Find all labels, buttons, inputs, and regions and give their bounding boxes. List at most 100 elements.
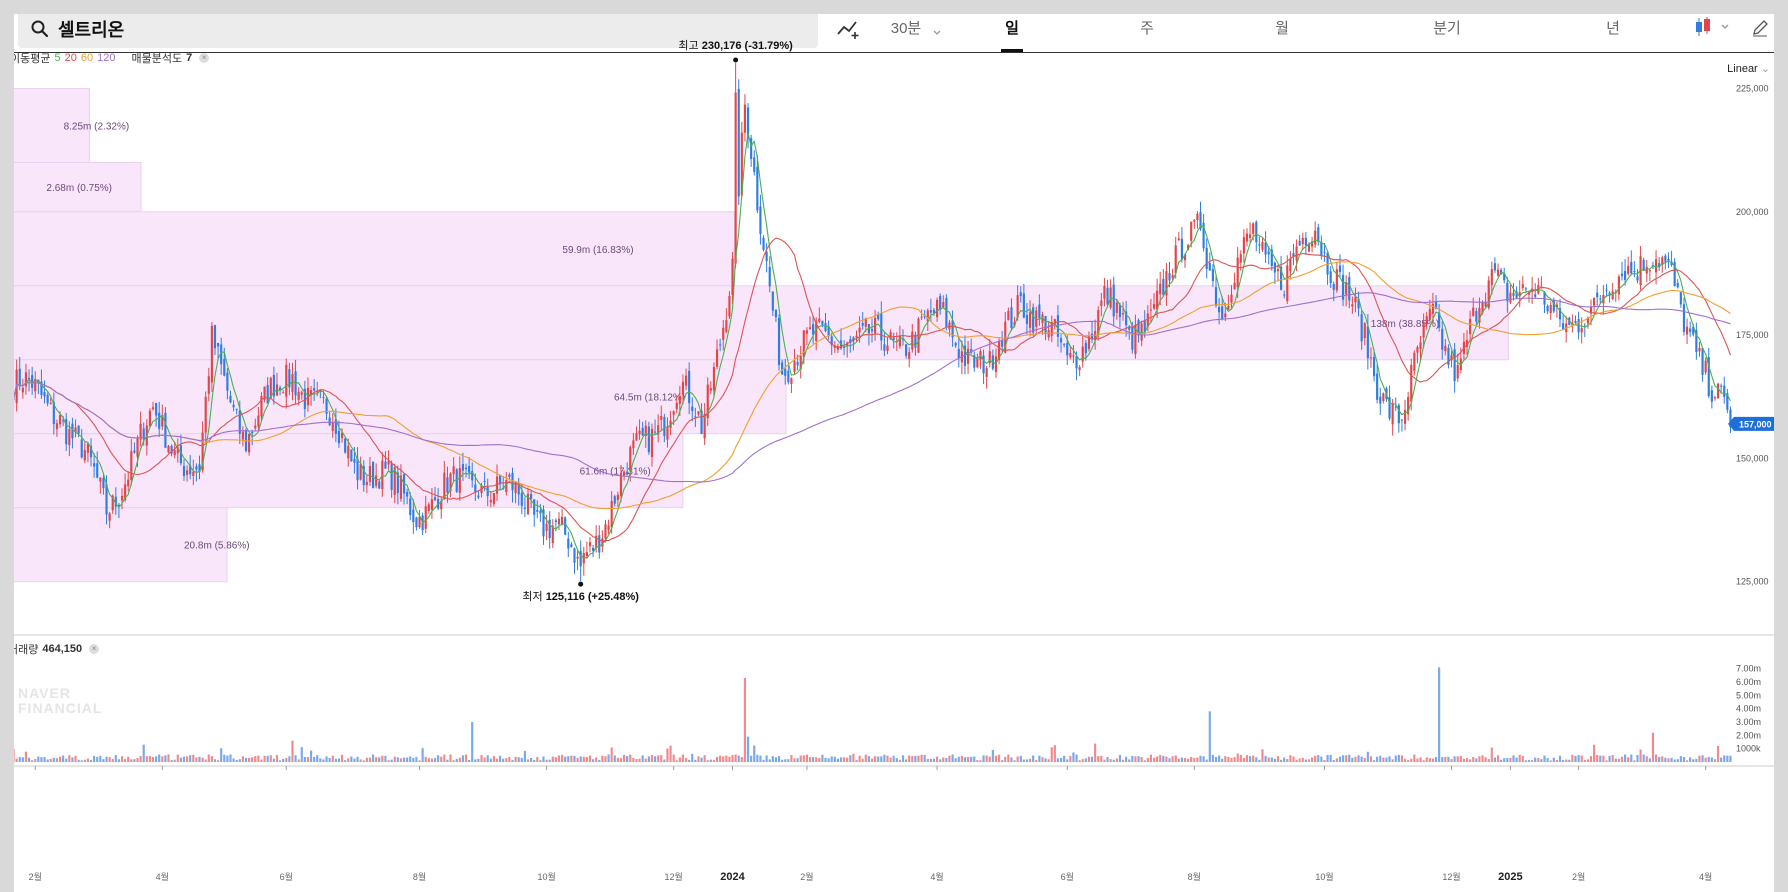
tab-week[interactable]: 주 [1140,20,1154,37]
candle-body [1400,419,1404,421]
volume-bar [700,757,703,762]
volume-bar [1100,755,1103,762]
pencil-icon[interactable] [1750,18,1770,43]
candle [1100,292,1103,317]
volume-bar [1469,759,1472,762]
close-icon[interactable]: × [89,644,100,654]
volume-bar [1713,759,1717,762]
candle [929,298,932,322]
candle [1038,294,1041,326]
candle-body [1118,304,1122,318]
candle [1710,385,1713,409]
volume-bar [746,736,750,762]
candle-body [390,463,393,490]
volume-bar [920,754,923,762]
candle-body [697,411,700,415]
candle-body [700,410,703,434]
interval-select[interactable]: 30분 [886,14,926,52]
candle-body [1087,336,1091,350]
candle [1627,256,1630,276]
candle [561,508,564,526]
candle [368,457,372,486]
volume-bar [911,756,914,762]
candle-body [616,494,619,500]
price-chart[interactable]: 8.25m (2.32%)2.68m (0.75%)59.9m (16.83%)… [14,14,1774,892]
volume-bar [1044,758,1047,762]
volume-bar [31,760,34,762]
candle [282,389,285,394]
volume-bar [1196,757,1199,762]
candle-body [1134,324,1137,355]
volume-bar [1112,759,1115,762]
volume-bar [1239,754,1242,762]
candle [1689,321,1692,337]
tab-month[interactable]: 월 [1275,20,1289,37]
candle [464,463,468,478]
candle [932,307,936,316]
volume-bar [1090,756,1094,762]
candle [982,349,985,385]
candle [418,509,421,529]
candle-body [483,480,486,482]
volume-bar [1218,755,1221,762]
candle [1527,291,1531,303]
volume-bar [1038,755,1041,762]
volume-bar [1664,757,1667,762]
close-icon[interactable]: × [199,53,210,63]
candle-body [1100,300,1103,306]
candle [325,396,328,420]
candle-body [365,481,368,486]
candle-body [179,445,182,464]
candle [1162,268,1165,297]
candle [337,420,341,448]
volume-bar [601,755,604,762]
candle-body [1670,261,1673,265]
tab-day[interactable]: 일 [1001,14,1023,52]
candle-body [765,251,768,262]
candle [83,441,86,464]
volume-bar [1004,756,1007,762]
volume-bar [1252,755,1255,762]
candle-body [1673,262,1676,287]
candle-body [843,347,846,349]
volume-bar [71,757,74,762]
candle [1348,271,1351,309]
volume-bar [973,756,976,762]
volume-bar [657,755,660,762]
search-icon[interactable] [30,19,50,39]
tab-quarter[interactable]: 분기 [1433,20,1461,37]
volume-bar [945,758,948,762]
candle-body [945,297,948,328]
candle-body [622,471,626,476]
candle-body [269,377,272,398]
volume-bar [142,744,145,762]
volume-bar [858,755,861,762]
candle-body [74,427,77,433]
volume-bar [536,756,539,762]
candle-body [1307,244,1311,252]
candle-type-icon[interactable] [1694,16,1734,43]
drawing-line-icon[interactable] [836,18,862,45]
volume-bar [328,758,331,762]
candle [1400,419,1404,432]
volume-bar [399,758,403,762]
volume-bar [1661,756,1664,762]
search-box[interactable]: 셀트리온 [18,14,818,48]
candle-body [127,479,130,487]
chevron-down-icon[interactable] [932,24,942,42]
candle-body [533,499,536,515]
search-query[interactable]: 셀트리온 [58,20,125,40]
candle-body [21,387,24,393]
volume-bar [1543,755,1546,762]
tab-year[interactable]: 년 [1606,20,1620,37]
volume-profile-label: 138m (38.85%) [1371,319,1439,330]
volume-bar [477,758,480,762]
scale-mode-select[interactable]: Linear ⌄ [1727,62,1770,75]
candle-body [526,493,530,515]
volume-bar [830,756,833,762]
candle-body [1369,357,1373,359]
candle [1134,314,1137,359]
candle [635,426,638,441]
candle-body [350,449,353,462]
volume-bar [554,757,557,762]
